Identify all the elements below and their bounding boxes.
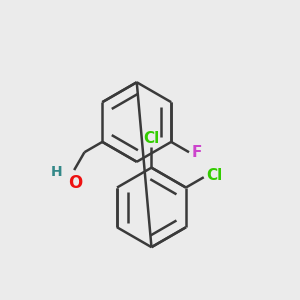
- Text: H: H: [51, 164, 62, 178]
- Text: Cl: Cl: [143, 130, 160, 146]
- Text: Cl: Cl: [207, 168, 223, 183]
- Text: F: F: [192, 145, 202, 160]
- Text: O: O: [68, 175, 83, 193]
